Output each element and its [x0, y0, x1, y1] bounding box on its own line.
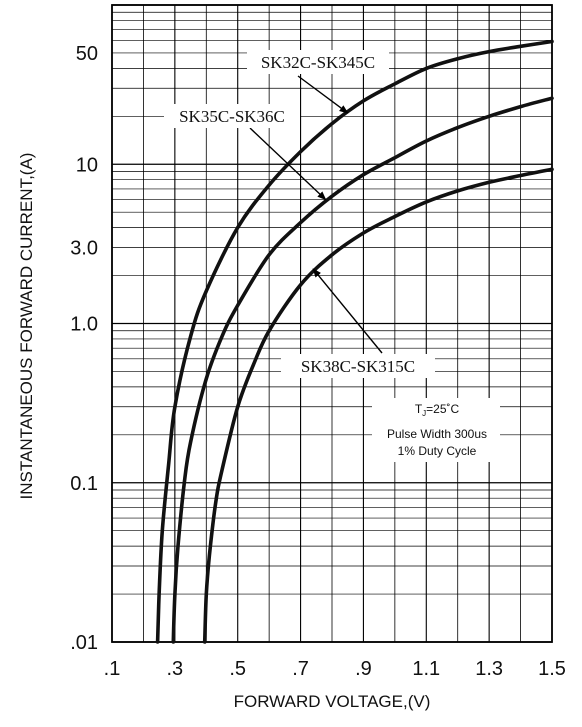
- curve-layer: [155, 39, 554, 644]
- curve-label-text: SK35C-SK36C: [179, 107, 285, 126]
- curve-label-box: [281, 354, 435, 378]
- curve-label-text: SK32C-SK345C: [261, 53, 375, 72]
- duty-cycle-note: 1% Duty Cycle: [398, 444, 477, 458]
- y-tick-label: 3.0: [70, 238, 98, 260]
- x-axis-title: FORWARD VOLTAGE,(V): [234, 692, 431, 711]
- y-tick-label: 1.0: [70, 314, 98, 336]
- x-tick-label: .1: [104, 658, 121, 680]
- x-tick-label: 1.3: [475, 658, 503, 680]
- curve-label-1: SK32C-SK345C: [247, 50, 389, 114]
- tick-layer: .1 .3 .5 .7 .9 1.1 1.3 1.5 .01 0.1 1.0 3.0 10 50: [70, 43, 566, 680]
- x-tick-label: 1.1: [412, 658, 440, 680]
- y-tick-label: 0.1: [70, 473, 98, 495]
- curve-label-box: [164, 104, 300, 128]
- curve-label-arrow: [312, 268, 383, 354]
- x-tick-label: .3: [167, 658, 184, 680]
- annotation-layer: SK32C-SK345C SK35C-SK36C SK38C-SK315C: [164, 50, 435, 378]
- curve-label-text: SK38C-SK315C: [301, 357, 415, 376]
- plot-frame: [111, 4, 553, 643]
- y-axis-title: INSTANTANEOUS FORWARD CURRENT,(A): [17, 153, 36, 500]
- x-tick-label: 1.5: [538, 658, 566, 680]
- curve-series-2: [171, 96, 554, 644]
- x-tick-label: .9: [355, 658, 372, 680]
- curve-label-arrow: [249, 127, 327, 201]
- curve-label-box: [247, 50, 389, 74]
- x-tick-label: .5: [229, 658, 246, 680]
- y-tick-label: .01: [70, 632, 98, 654]
- curve-label-2: SK35C-SK36C: [164, 104, 327, 201]
- curve-series-1: [155, 39, 554, 644]
- conditions-note: TJ=25˚C Pulse Width 300us 1% Duty Cycle: [372, 398, 500, 462]
- pulse-width-note: Pulse Width 300us: [387, 427, 487, 441]
- curve-series-3: [202, 167, 554, 644]
- x-tick-label: .7: [292, 658, 309, 680]
- curve-label-3: SK38C-SK315C: [281, 268, 435, 378]
- curve-label-arrow: [297, 75, 349, 114]
- y-tick-label: 50: [76, 43, 98, 65]
- y-tick-label: 10: [76, 154, 98, 176]
- temperature-note: TJ=25˚C: [415, 402, 460, 418]
